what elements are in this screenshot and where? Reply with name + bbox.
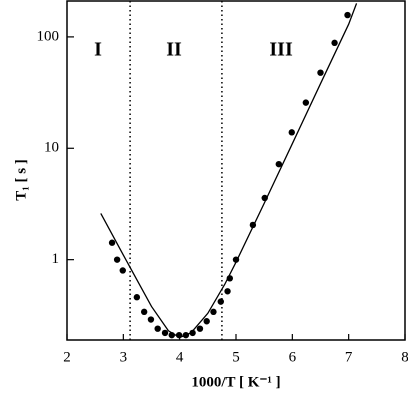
y-tick-label: 100	[37, 28, 60, 44]
data-point	[133, 294, 141, 301]
fit-curve	[100, 3, 358, 339]
data-point	[113, 256, 121, 263]
data-point	[344, 11, 351, 19]
data-point	[108, 239, 116, 246]
x-tick-label: 5	[232, 349, 240, 365]
data-point	[196, 325, 204, 332]
data-point	[119, 267, 126, 274]
region-label: II	[166, 38, 182, 60]
data-point	[140, 308, 148, 316]
x-tick-label: 7	[345, 349, 353, 365]
plot-frame	[66, 0, 406, 341]
data-point	[147, 316, 155, 323]
region-label: I	[94, 38, 102, 60]
data-point	[217, 298, 224, 305]
data-point	[275, 160, 283, 168]
data-point	[154, 325, 161, 332]
y-tick-label: 10	[44, 140, 59, 156]
data-point	[331, 39, 338, 47]
x-tick-label: 4	[176, 349, 184, 365]
y-axis-label: T₁ [ s ]	[13, 159, 29, 201]
data-point	[302, 99, 310, 106]
data-point	[203, 318, 210, 325]
data-point	[161, 329, 169, 337]
y-tick-label: 1	[52, 251, 60, 267]
data-point	[288, 129, 295, 136]
x-axis-label: 1000/T [ K⁻¹ ]	[191, 374, 280, 390]
data-point	[224, 288, 231, 295]
data-point	[210, 308, 217, 316]
x-tick-label: 8	[401, 349, 408, 365]
region-label: III	[269, 38, 293, 60]
x-tick-label: 3	[120, 349, 128, 365]
data-point	[317, 69, 324, 76]
x-tick-label: 2	[63, 349, 71, 365]
data-point	[189, 329, 196, 337]
x-tick-label: 6	[289, 349, 297, 365]
